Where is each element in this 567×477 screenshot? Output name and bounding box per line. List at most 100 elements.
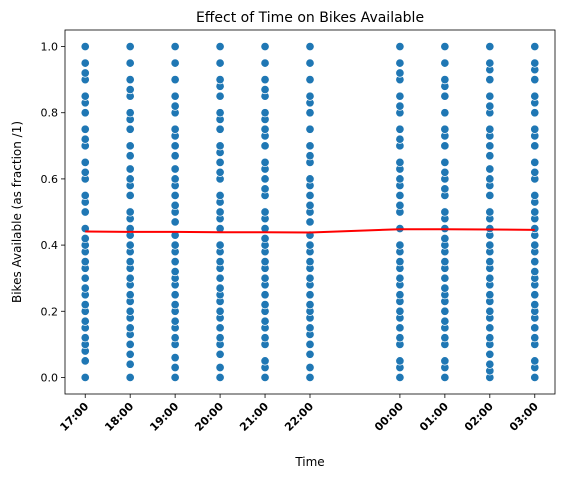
y-tick-label: 0.0 [41,371,59,384]
scatter-point [80,124,90,134]
scatter-point [260,108,270,118]
scatter-point [215,124,225,134]
scatter-point [260,316,270,326]
scatter-point [395,157,405,167]
scatter-point [305,323,315,333]
scatter-point [125,323,135,333]
scatter-point [440,91,450,101]
scatter-point [125,41,135,52]
plot-area [80,41,540,382]
scatter-point [530,257,540,267]
scatter-point [305,108,315,118]
scatter-point [125,58,135,68]
scatter-point [395,306,405,316]
scatter-point [440,257,450,267]
scatter-point [395,356,405,366]
scatter-point [215,58,225,68]
scatter-point [80,273,90,283]
scatter-point [530,108,540,118]
scatter-point [125,257,135,267]
scatter-point [305,349,315,359]
x-tick-label: 20:00 [192,400,226,434]
scatter-point [305,290,315,300]
x-tick-label: 00:00 [372,400,406,434]
scatter-point [485,273,495,283]
scatter-point [215,362,225,373]
scatter-point [125,273,135,283]
scatter-point [530,75,540,85]
scatter-point [170,41,180,52]
scatter-point [440,333,450,343]
scatter-point [260,372,270,382]
scatter-point [80,372,90,382]
scatter-point [395,200,405,210]
scatter-point [170,353,180,363]
scatter-point [215,141,225,151]
scatter-point [215,157,225,167]
scatter-point [125,174,135,184]
scatter-point [485,359,495,369]
scatter-point [125,349,135,359]
scatter-point [80,108,90,118]
scatter-point [440,306,450,316]
scatter-point [125,240,135,250]
x-tick-label: 01:00 [417,400,451,434]
scatter-point [530,240,540,250]
scatter-point [485,323,495,333]
y-tick-label: 0.6 [41,173,59,186]
scatter-point [305,339,315,349]
scatter-point [170,316,180,326]
scatter-point [440,124,450,134]
scatter-point [485,41,495,52]
scatter-point [260,233,270,244]
scatter-point [260,356,270,366]
scatter-point [305,257,315,267]
scatter-point [530,41,540,52]
scatter-point [530,58,540,68]
scatter-point [170,164,180,174]
scatter-point [260,290,270,300]
scatter-point [260,41,270,52]
x-tick-label: 22:00 [282,400,316,434]
scatter-point [305,91,315,101]
scatter-point [215,190,225,200]
scatter-point [80,134,90,144]
scatter-point [260,184,270,194]
scatter-point [485,174,495,184]
scatter-point [440,108,450,118]
scatter-point [440,356,450,366]
scatter-point [260,273,270,283]
scatter-point [170,190,180,200]
scatter-point [530,91,540,101]
scatter-point [305,124,315,134]
scatter-point [395,240,405,250]
scatter-point [305,200,315,210]
scatter-point [260,300,270,310]
scatter-point [395,134,405,144]
scatter-point [260,174,270,184]
scatter-point [125,85,135,95]
scatter-point [125,141,135,151]
scatter-point [530,372,540,382]
scatter-point [485,124,495,134]
scatter-point [395,58,405,68]
scatter-point [305,240,315,250]
scatter-point [485,58,495,68]
scatter-point [530,290,540,300]
scatter-point [215,75,225,85]
scatter-point [170,217,180,227]
scatter-point [395,124,405,134]
scatter-point [485,207,495,217]
trend-line [85,228,535,234]
scatter-point [395,372,405,382]
scatter-point [170,257,180,267]
scatter-point [80,316,90,326]
scatter-point [215,333,225,343]
scatter-point [260,157,270,167]
scatter-point [395,91,405,101]
y-tick-label: 0.8 [41,107,59,120]
x-tick-label: 21:00 [237,400,271,434]
scatter-point [125,75,135,85]
scatter-point [170,75,180,85]
